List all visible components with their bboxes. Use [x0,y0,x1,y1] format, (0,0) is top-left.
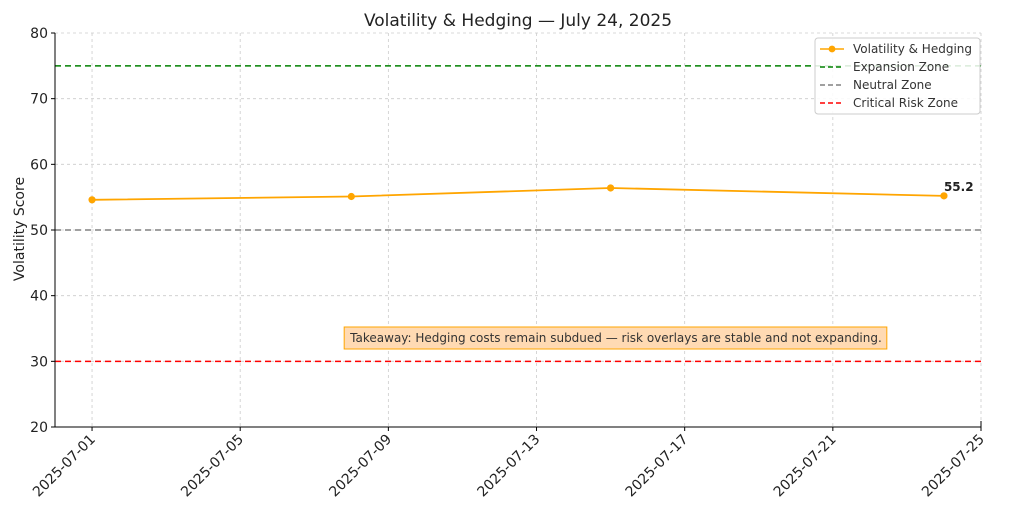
series-layer: 55.2 [88,180,974,204]
annotation-layer: Takeaway: Hedging costs remain subdued —… [343,326,888,350]
legend-label: Neutral Zone [853,78,932,92]
y-tick-label: 70 [30,92,48,108]
x-tick-label: 2025-07-13 [474,432,543,501]
y-tick-label: 60 [30,157,48,173]
chart-title: Volatility & Hedging — July 24, 2025 [364,11,672,31]
legend-label: Expansion Zone [853,60,949,74]
series-line [91,187,945,201]
legend: Volatility & Hedging Expansion Zone Neutra… [814,37,981,115]
x-tick-label: 2025-07-21 [771,432,840,501]
x-tick-label: 2025-07-25 [919,432,988,501]
data-point [607,184,615,192]
takeaway-annotation-text: Takeaway: Hedging costs remain subdued —… [349,331,882,345]
data-point [88,196,96,204]
legend-frame [814,37,981,115]
data-point [940,192,948,200]
y-tick-label: 40 [30,289,48,305]
y-tick-label: 80 [30,26,48,42]
x-tick-label: 2025-07-17 [623,432,692,501]
last-value-label: 55.2 [944,180,974,194]
y-axis-label: Volatility Score [12,177,28,281]
legend-label: Critical Risk Zone [853,96,958,110]
x-tick-label: 2025-07-09 [326,432,395,501]
y-tick-label: 50 [30,223,48,239]
y-tick-label: 20 [30,420,48,436]
takeaway-annotation-box [343,326,888,350]
legend-marker [828,45,836,53]
legend-label: Volatility & Hedging [853,42,972,56]
x-tick-label: 2025-07-01 [30,432,99,501]
x-tick-label: 2025-07-05 [178,432,247,501]
data-point [347,192,355,201]
y-tick-label: 30 [30,354,48,370]
